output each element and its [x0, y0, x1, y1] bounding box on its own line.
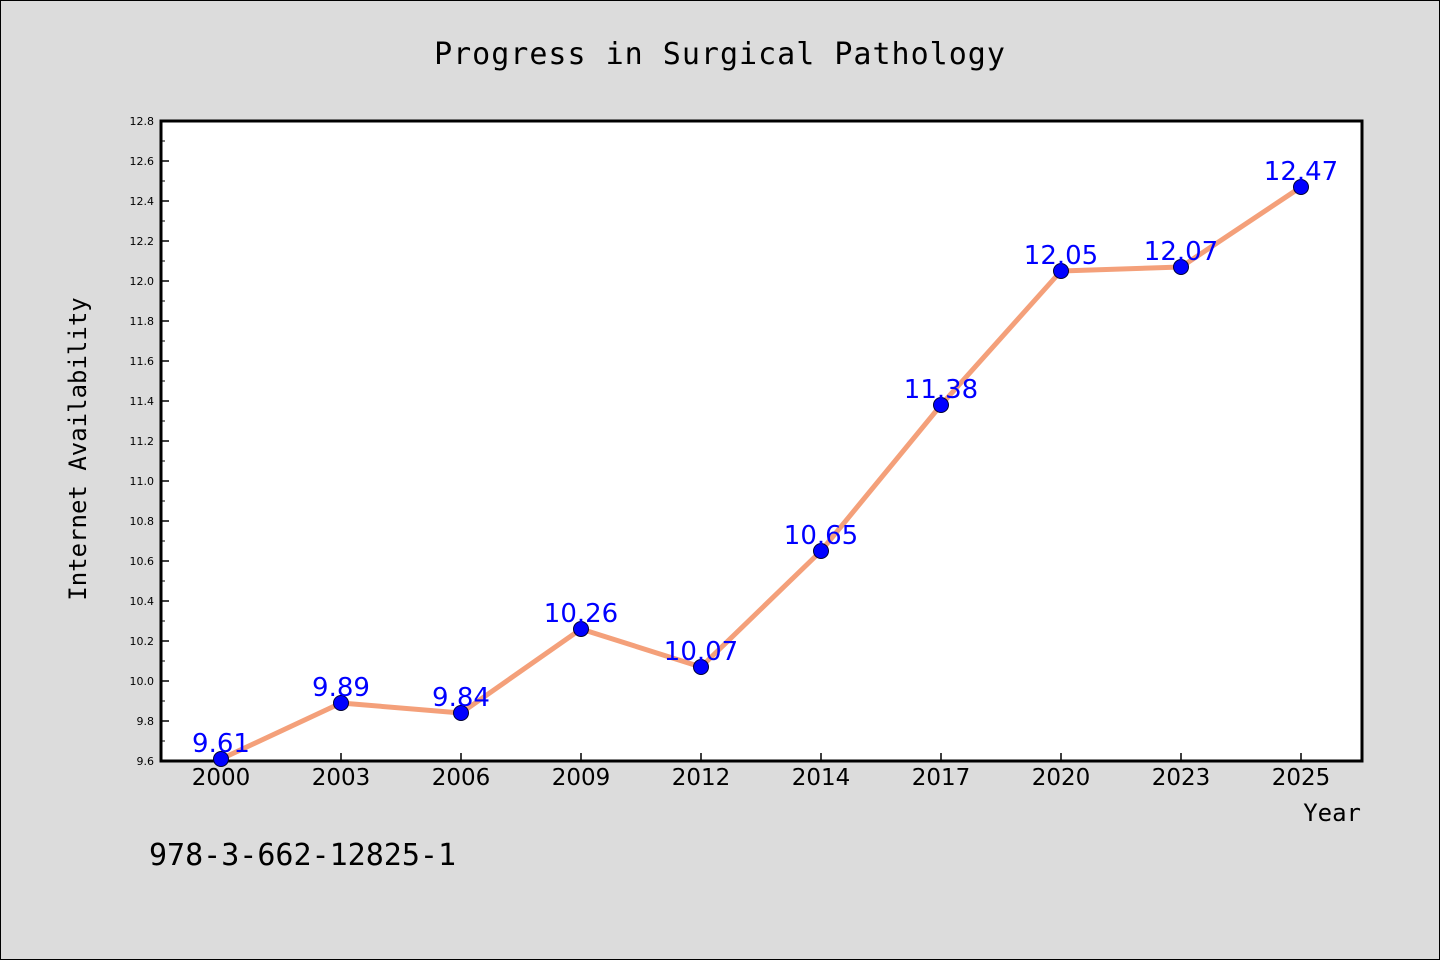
series-line: [219, 184, 1303, 762]
y-tick-label: 10.8: [130, 515, 155, 528]
y-tick-label: 12.6: [130, 155, 155, 168]
data-label: 12.47: [1264, 157, 1338, 187]
x-tick-label: 2020: [1032, 765, 1091, 791]
y-axis-title: Internet Availability: [64, 297, 92, 600]
data-point: [333, 695, 349, 711]
y-axis: 9.6 9.8 10.0 10.2 10.4 10.6 10.8 11.0 11.2 11.4 11…: [130, 115, 169, 768]
data-point: [453, 705, 469, 721]
data-point: [1053, 263, 1069, 279]
y-tick-label: 11.8: [130, 315, 155, 328]
y-tick-label: 12.0: [130, 275, 155, 288]
data-label: 9.61: [192, 729, 250, 759]
y-tick-label: 12.2: [130, 235, 155, 248]
x-tick-label: 2009: [552, 765, 611, 791]
data-point: [1173, 259, 1189, 275]
data-label: 10.26: [544, 599, 618, 629]
y-tick-label: 12.4: [130, 195, 155, 208]
y-tick-label: 9.6: [137, 755, 155, 768]
data-point: [213, 751, 229, 767]
data-point: [1293, 179, 1309, 195]
plot-area: [159, 119, 1364, 763]
x-tick-label: 2000: [192, 765, 251, 791]
x-tick-label: 2012: [672, 765, 731, 791]
data-label: 12.07: [1144, 237, 1218, 267]
isbn-footer: 978-3-662-12825-1: [149, 838, 456, 873]
data-point: [573, 621, 589, 637]
x-tick-label: 2006: [432, 765, 491, 791]
y-tick-label: 11.0: [130, 475, 155, 488]
data-label: 12.05: [1024, 241, 1098, 271]
series-layer: 9.61 9.89 9.84 10.26 10.07 10.65 11.38 12.05 12.…: [192, 157, 1338, 767]
data-label: 9.89: [312, 673, 370, 703]
data-point: [813, 543, 829, 559]
x-tick-label: 2025: [1272, 765, 1331, 791]
y-tick-label: 10.2: [130, 635, 155, 648]
y-tick-label: 9.8: [137, 715, 155, 728]
y-tick-label: 11.2: [130, 435, 155, 448]
x-tick-label: 2003: [312, 765, 371, 791]
data-label: 11.38: [904, 375, 978, 405]
data-label: 10.65: [784, 521, 858, 551]
y-tick-label: 11.6: [130, 355, 155, 368]
chart-title: Progress in Surgical Pathology: [434, 37, 1006, 72]
data-point: [933, 397, 949, 413]
data-label: 10.07: [664, 637, 738, 667]
y-tick-label: 10.0: [130, 675, 155, 688]
x-tick-label: 2014: [792, 765, 851, 791]
y-tick-label: 10.6: [130, 555, 155, 568]
data-label: 9.84: [432, 683, 490, 713]
x-axis: 2000 2003 2006 2009 2012 2014 2017 2020 2023 2025: [192, 753, 1331, 791]
x-tick-label: 2023: [1152, 765, 1211, 791]
y-tick-label: 10.4: [130, 595, 155, 608]
y-tick-label: 11.4: [130, 395, 155, 408]
x-tick-label: 2017: [912, 765, 971, 791]
x-axis-title: Year: [1303, 799, 1361, 827]
data-point: [693, 659, 709, 675]
y-tick-label: 12.8: [130, 115, 155, 128]
